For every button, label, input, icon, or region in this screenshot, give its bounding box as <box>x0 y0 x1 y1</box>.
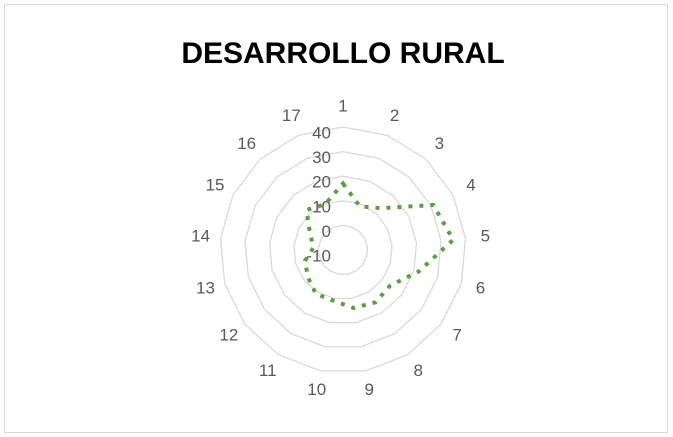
r-tick-label: 30 <box>312 148 331 167</box>
grid-ring <box>317 224 369 275</box>
series-line <box>303 180 456 311</box>
category-label: 14 <box>191 226 210 245</box>
r-tick-label: 20 <box>312 173 331 192</box>
grid-ring <box>268 175 418 324</box>
category-label: 9 <box>365 380 374 399</box>
grid-ring <box>244 150 442 348</box>
chart-title: DESARROLLO RURAL <box>181 37 504 70</box>
category-label: 11 <box>259 361 277 380</box>
category-label: 3 <box>435 134 444 153</box>
category-label: 13 <box>196 279 215 298</box>
category-label: 7 <box>452 326 461 345</box>
category-label: 1 <box>338 96 347 115</box>
category-label: 6 <box>476 279 485 298</box>
r-tick-label: 0 <box>322 222 331 241</box>
category-label: 15 <box>206 176 225 195</box>
category-label: 5 <box>481 226 490 245</box>
chart-border <box>4 4 668 433</box>
grid-ring <box>293 200 393 300</box>
category-label: 4 <box>466 176 475 195</box>
category-label: 16 <box>237 134 256 153</box>
category-label: 2 <box>390 106 399 125</box>
category-label: 10 <box>307 380 326 399</box>
category-label: 8 <box>414 361 423 380</box>
category-label: 17 <box>282 106 301 125</box>
category-label: 12 <box>219 326 238 345</box>
r-tick-label: 40 <box>312 123 331 142</box>
grid-ring <box>219 126 467 372</box>
